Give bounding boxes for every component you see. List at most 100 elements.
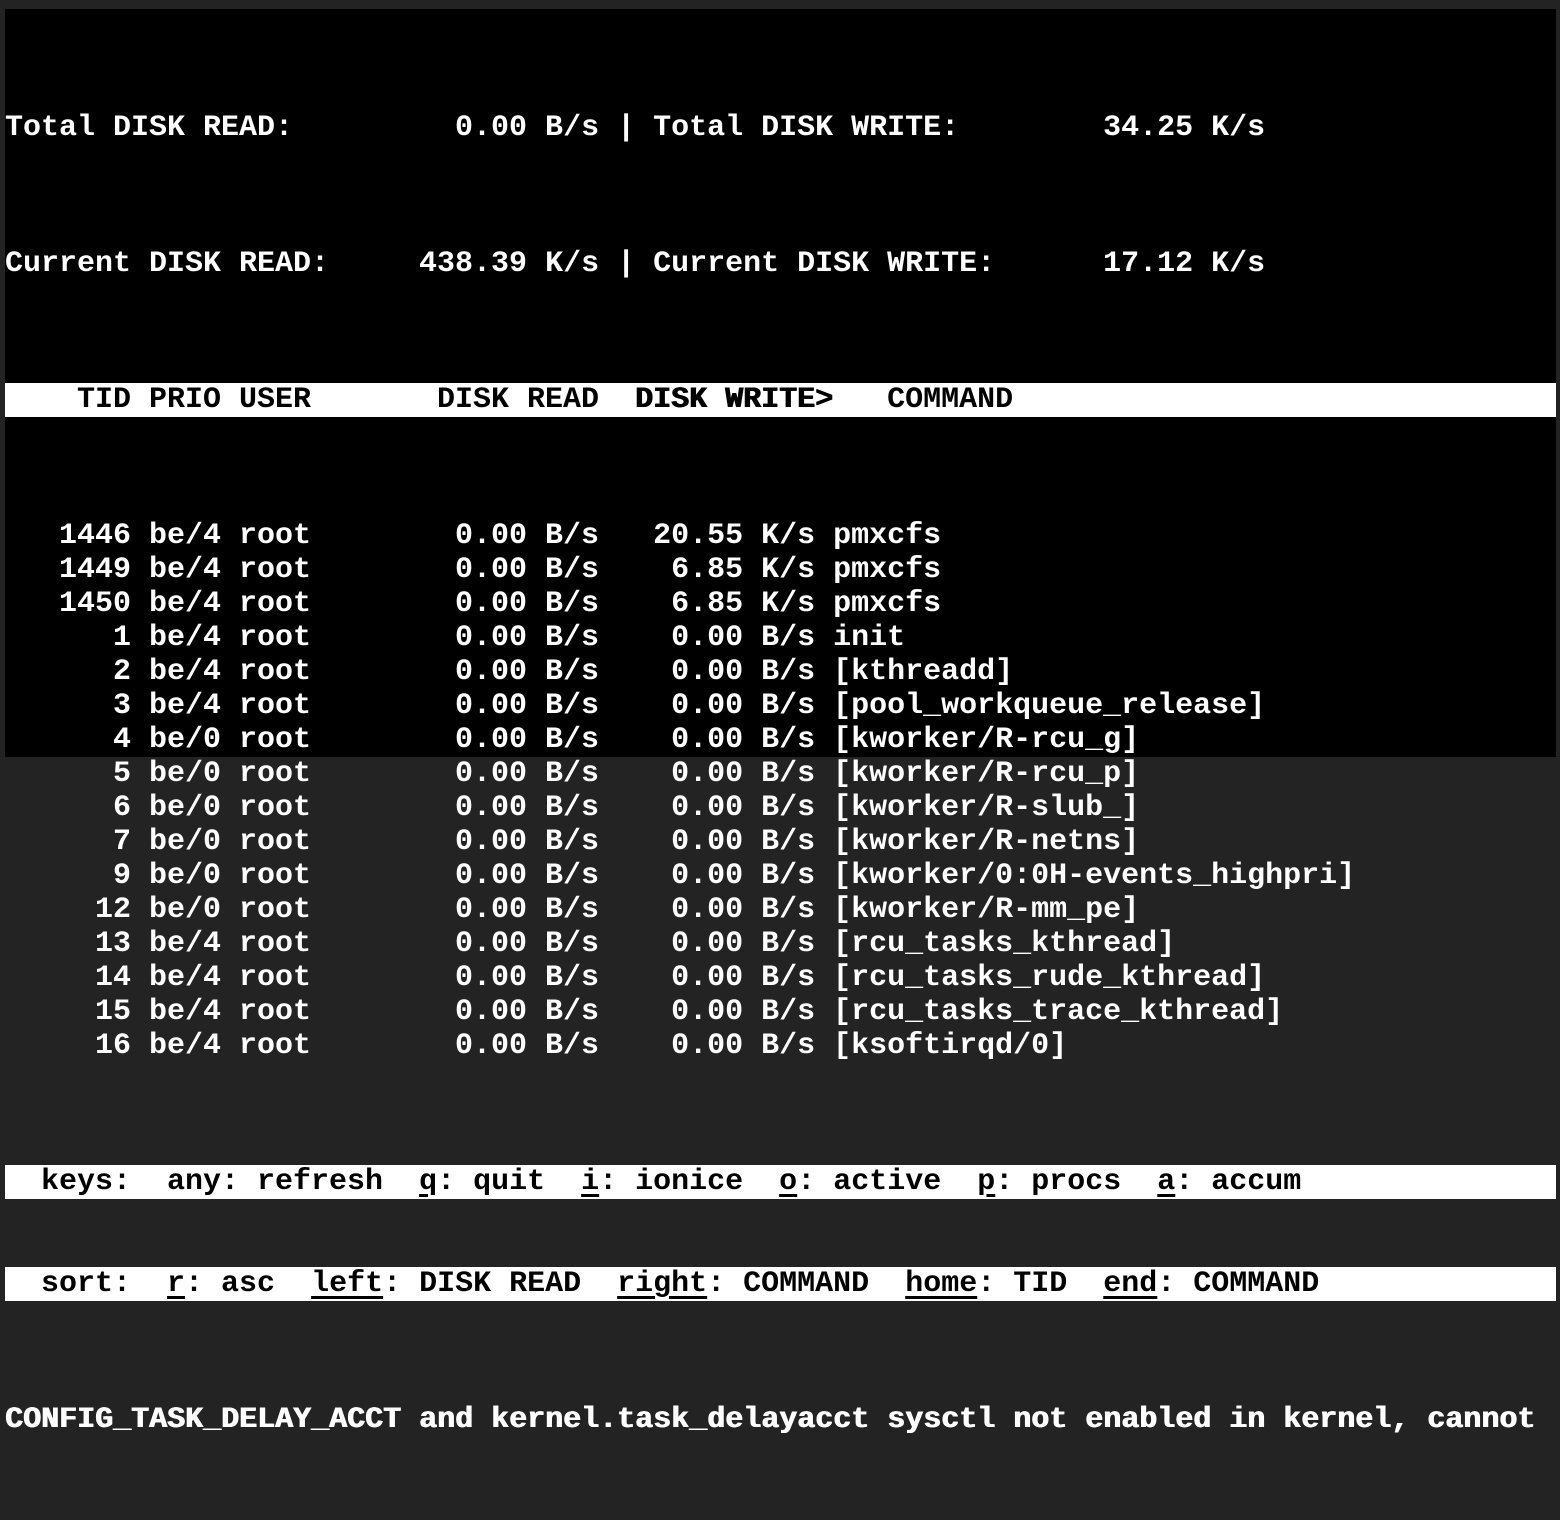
hotkey-label: r: [167, 1267, 185, 1301]
cell-user: root: [221, 995, 419, 1029]
cell-tid: 1449: [5, 553, 131, 587]
column-header-disk-write-sorted: DISK WRITE>: [599, 383, 833, 417]
hotkey-label: o: [779, 1165, 797, 1199]
hotkey-label: a: [1157, 1165, 1175, 1199]
cell-disk-read: 0.00 B/s: [419, 655, 599, 689]
summary-separator: |: [599, 111, 653, 145]
cell-tid: 12: [5, 893, 131, 927]
cell-disk-read: 0.00 B/s: [419, 927, 599, 961]
hotkey-label: q: [419, 1165, 437, 1199]
cell-command: [kworker/R-mm_pe]: [833, 893, 1556, 927]
cell-user: root: [221, 519, 419, 553]
column-header-user: USER: [221, 383, 419, 417]
cell-prio: be/4: [131, 995, 221, 1029]
help-text: : DISK READ: [383, 1267, 617, 1301]
help-text: : accum: [1175, 1165, 1301, 1199]
cell-disk-read: 0.00 B/s: [419, 1029, 599, 1063]
cell-user: root: [221, 1029, 419, 1063]
cell-user: root: [221, 791, 419, 825]
cell-disk-write: 0.00 B/s: [599, 655, 833, 689]
cell-command: pmxcfs: [833, 519, 1556, 553]
cell-disk-write: 0.00 B/s: [599, 757, 833, 791]
cell-disk-write: 0.00 B/s: [599, 825, 833, 859]
help-text: : ionice: [599, 1165, 779, 1199]
cell-disk-write: 20.55 K/s: [599, 519, 833, 553]
cell-disk-write: 0.00 B/s: [599, 723, 833, 757]
cell-command: [pool_workqueue_release]: [833, 689, 1556, 723]
cell-tid: 3: [5, 689, 131, 723]
cell-user: root: [221, 859, 419, 893]
cell-tid: 2: [5, 655, 131, 689]
cell-prio: be/0: [131, 723, 221, 757]
total-disk-read-label: Total DISK READ:: [5, 111, 329, 145]
cell-user: root: [221, 825, 419, 859]
terminal-content: Total DISK READ: 0.00 B/s | Total DISK W…: [5, 9, 1556, 757]
cell-tid: 15: [5, 995, 131, 1029]
help-text: : COMMAND: [707, 1267, 905, 1301]
cell-tid: 13: [5, 927, 131, 961]
cell-disk-write: 0.00 B/s: [599, 689, 833, 723]
cell-command: [rcu_tasks_rude_kthread]: [833, 961, 1556, 995]
cell-prio: be/0: [131, 859, 221, 893]
keys-help-line: keys: any: refresh q: quit i: ionice o: …: [5, 1165, 1556, 1199]
help-text: : active: [797, 1165, 977, 1199]
help-text: : COMMAND: [1157, 1267, 1319, 1301]
hotkey-label: left: [311, 1267, 383, 1301]
kernel-warning-status-line: CONFIG_TASK_DELAY_ACCT and kernel.task_d…: [5, 1403, 1556, 1437]
help-text: keys: any: refresh: [5, 1165, 419, 1199]
cell-disk-read: 0.00 B/s: [419, 757, 599, 791]
cell-prio: be/4: [131, 1029, 221, 1063]
cell-user: root: [221, 723, 419, 757]
cell-tid: 6: [5, 791, 131, 825]
cell-tid: 1450: [5, 587, 131, 621]
current-disk-write-value: 17.12 K/s: [995, 247, 1265, 281]
hotkey-label: right: [617, 1267, 707, 1301]
cell-prio: be/0: [131, 757, 221, 791]
sort-help-line: sort: r: asc left: DISK READ right: COMM…: [5, 1267, 1556, 1301]
cell-disk-write: 0.00 B/s: [599, 893, 833, 927]
cell-disk-read: 0.00 B/s: [419, 621, 599, 655]
current-disk-read-value: 438.39 K/s: [329, 247, 599, 281]
table-header-row: TID PRIO USER DISK READ DISK WRITE> COMM…: [5, 383, 1556, 417]
cell-user: root: [221, 961, 419, 995]
cell-disk-write: 6.85 K/s: [599, 587, 833, 621]
column-header-tid: TID: [5, 383, 131, 417]
cell-disk-read: 0.00 B/s: [419, 723, 599, 757]
cell-prio: be/4: [131, 553, 221, 587]
total-disk-read-value: 0.00 B/s: [329, 111, 599, 145]
cell-prio: be/4: [131, 961, 221, 995]
iotop-terminal[interactable]: Total DISK READ: 0.00 B/s | Total DISK W…: [0, 0, 1560, 760]
cell-prio: be/4: [131, 621, 221, 655]
cell-disk-write: 0.00 B/s: [599, 859, 833, 893]
cell-prio: be/4: [131, 587, 221, 621]
summary-separator: |: [599, 247, 653, 281]
cell-prio: be/0: [131, 893, 221, 927]
cell-disk-read: 0.00 B/s: [419, 859, 599, 893]
hotkey-label: home: [905, 1267, 977, 1301]
cell-prio: be/4: [131, 519, 221, 553]
cell-tid: 1: [5, 621, 131, 655]
cell-tid: 14: [5, 961, 131, 995]
cell-command: [kworker/R-rcu_g]: [833, 723, 1556, 757]
cell-disk-read: 0.00 B/s: [419, 791, 599, 825]
cell-user: root: [221, 893, 419, 927]
help-text: : procs: [995, 1165, 1157, 1199]
help-text: : asc: [185, 1267, 311, 1301]
cell-disk-read: 0.00 B/s: [419, 995, 599, 1029]
help-text: : TID: [977, 1267, 1103, 1301]
cell-user: root: [221, 689, 419, 723]
cell-prio: be/0: [131, 825, 221, 859]
cell-prio: be/0: [131, 791, 221, 825]
help-text: : quit: [437, 1165, 581, 1199]
hotkey-label: end: [1103, 1267, 1157, 1301]
